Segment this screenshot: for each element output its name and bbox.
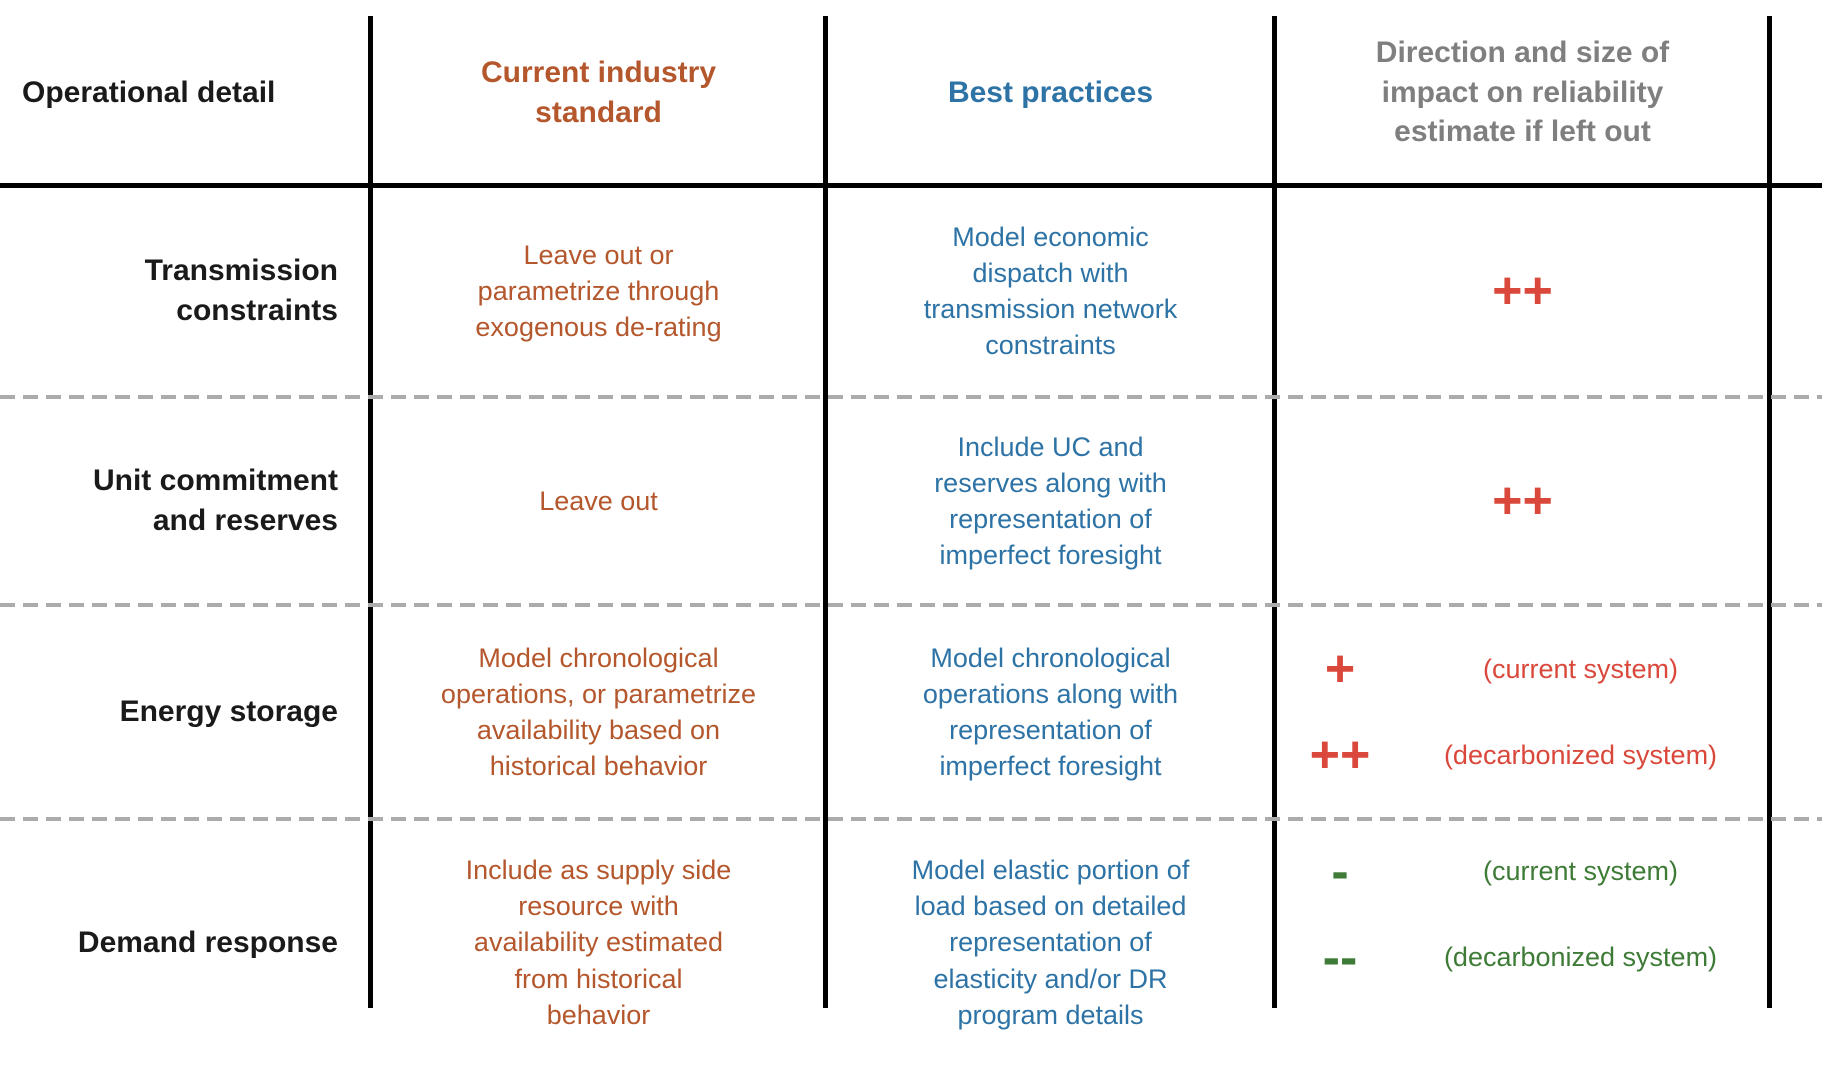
impact-cell: ++ xyxy=(1275,397,1770,605)
column-header-best-practices: Best practices xyxy=(826,0,1275,185)
row-header-demand-response: Demand response xyxy=(0,819,371,1066)
column-header-impact: Direction and size of impact on reliabil… xyxy=(1275,0,1770,185)
column-divider-1 xyxy=(368,16,373,1008)
spacer-cell xyxy=(1770,0,1822,185)
column-header-label: Current industry standard xyxy=(480,55,717,129)
cell-text: Model elastic portion of load based on d… xyxy=(911,855,1190,1030)
impact-entry-current-system: - (current system) xyxy=(1275,846,1770,898)
impact-entry-list: - (current system) -- (decarbonized syst… xyxy=(1275,846,1770,984)
column-divider-2 xyxy=(823,16,828,1008)
column-divider-3 xyxy=(1272,16,1277,1008)
best-practices-cell: Model elastic portion of load based on d… xyxy=(826,819,1275,1066)
header-separator-line xyxy=(0,183,1822,188)
impact-cell: + (current system) ++ (decarbonized syst… xyxy=(1275,605,1770,819)
row-header-label: Demand response xyxy=(77,925,338,959)
column-header-current-standard: Current industry standard xyxy=(371,0,826,185)
impact-plus-plus-symbol: ++ xyxy=(1492,262,1553,320)
column-header-label: Direction and size of impact on reliabil… xyxy=(1375,36,1670,149)
impact-entry-decarbonized-system: ++ (decarbonized system) xyxy=(1275,729,1770,781)
impact-entry-list: + (current system) ++ (decarbonized syst… xyxy=(1275,643,1770,781)
current-standard-cell: Leave out xyxy=(371,397,826,605)
spacer-cell xyxy=(1770,819,1822,1066)
impact-entry-decarbonized-system: -- (decarbonized system) xyxy=(1275,932,1770,984)
cell-text: Leave out xyxy=(539,485,658,516)
column-header-operational-detail: Operational detail xyxy=(0,0,371,185)
row-header-energy-storage: Energy storage xyxy=(0,605,371,819)
cell-text: Leave out or parametrize through exogeno… xyxy=(475,239,722,343)
impact-plus-plus-symbol: ++ xyxy=(1492,472,1553,530)
column-divider-4 xyxy=(1767,16,1772,1008)
impact-entry-label: (decarbonized system) xyxy=(1443,739,1718,770)
row-header-label: Unit commitment and reserves xyxy=(92,464,338,537)
impact-entry-label: (current system) xyxy=(1482,856,1679,886)
row-header-unit-commitment: Unit commitment and reserves xyxy=(0,397,371,605)
cell-text: Model chronological operations, or param… xyxy=(440,642,757,782)
impact-plus-symbol: + xyxy=(1324,640,1356,698)
current-standard-cell: Model chronological operations, or param… xyxy=(371,605,826,819)
cell-text: Include as supply side resource with ava… xyxy=(465,855,732,1030)
row-separator-dashed-1 xyxy=(0,395,1822,399)
row-header-label: Energy storage xyxy=(119,695,338,729)
cell-text: Include UC and reserves along with repre… xyxy=(934,431,1167,571)
cell-text: Model economic dispatch with transmissio… xyxy=(923,221,1178,361)
impact-entry-label: (current system) xyxy=(1482,653,1679,684)
impact-cell: - (current system) -- (decarbonized syst… xyxy=(1275,819,1770,1066)
best-practices-cell: Include UC and reserves along with repre… xyxy=(826,397,1275,605)
row-header-label: Transmission constraints xyxy=(144,254,338,327)
spacer-cell xyxy=(1770,185,1822,397)
best-practices-cell: Model economic dispatch with transmissio… xyxy=(826,185,1275,397)
best-practices-cell: Model chronological operations along wit… xyxy=(826,605,1275,819)
spacer-cell xyxy=(1770,397,1822,605)
impact-minus-minus-symbol: -- xyxy=(1322,928,1358,987)
impact-cell: ++ xyxy=(1275,185,1770,397)
row-separator-dashed-3 xyxy=(0,817,1822,821)
cell-text: Model chronological operations along wit… xyxy=(922,642,1179,782)
impact-entry-current-system: + (current system) xyxy=(1275,643,1770,695)
column-header-label: Operational detail xyxy=(22,75,276,109)
impact-plus-plus-symbol: ++ xyxy=(1309,726,1371,784)
column-header-label: Best practices xyxy=(947,75,1154,109)
spacer-cell xyxy=(1770,605,1822,819)
impact-minus-symbol: - xyxy=(1331,842,1349,901)
row-separator-dashed-2 xyxy=(0,603,1822,607)
current-standard-cell: Include as supply side resource with ava… xyxy=(371,819,826,1066)
row-header-transmission-constraints: Transmission constraints xyxy=(0,185,371,397)
current-standard-cell: Leave out or parametrize through exogeno… xyxy=(371,185,826,397)
impact-entry-label: (decarbonized system) xyxy=(1443,942,1718,972)
